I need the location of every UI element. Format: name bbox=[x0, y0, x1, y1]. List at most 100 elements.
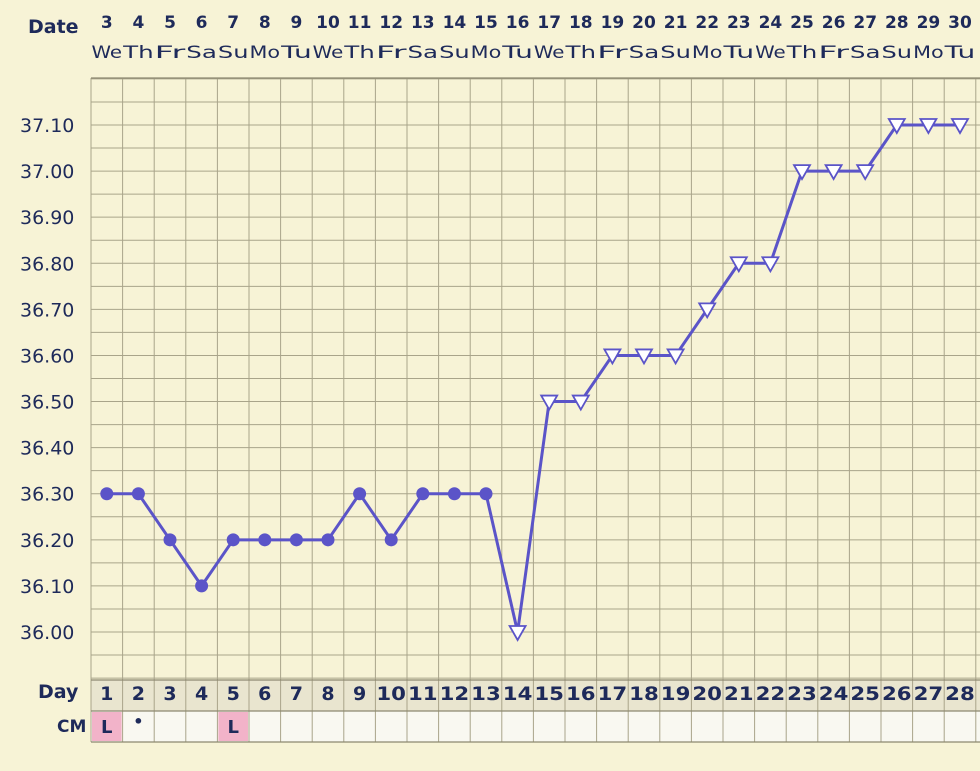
temperature-point bbox=[321, 533, 335, 547]
date-tick: 5 bbox=[164, 13, 176, 33]
temperature-point bbox=[447, 487, 461, 501]
temperature-point bbox=[602, 348, 622, 366]
date-tick: 20 bbox=[632, 13, 656, 33]
weekday-tick: Tu bbox=[722, 43, 754, 63]
date-tick: 8 bbox=[259, 13, 271, 33]
weekday-tick: Su bbox=[439, 43, 470, 63]
weekday-tick: Th bbox=[785, 43, 817, 63]
cm-highlight bbox=[92, 712, 122, 741]
date-tick: 29 bbox=[917, 13, 941, 33]
date-tick: 10 bbox=[316, 13, 340, 33]
date-header: Date 3 4 5 6 7 8 9 10 11 12 13 14 15 16 17 18 19 20 21 22 23… bbox=[28, 13, 975, 63]
cm-mark: L bbox=[101, 717, 112, 738]
y-tick-label: 36.20 bbox=[20, 530, 74, 552]
date-tick: 25 bbox=[790, 13, 814, 33]
temperature-point bbox=[100, 487, 114, 501]
grid bbox=[90, 77, 980, 743]
day-footer: Day CM 1 2 3 4 5 6 7 8 9 10 11 12 13 14 15 16 17 18 19 20 21… bbox=[38, 681, 975, 738]
day-tick: 15 bbox=[534, 683, 564, 705]
y-tick-label: 36.80 bbox=[20, 253, 74, 275]
weekday-tick: Tu bbox=[501, 43, 533, 63]
temperature-point bbox=[855, 164, 875, 181]
temperature-point bbox=[195, 579, 209, 593]
date-tick: 12 bbox=[379, 13, 403, 33]
day-tick: 10 bbox=[376, 683, 406, 705]
date-tick: 3 bbox=[101, 13, 113, 33]
date-tick: 9 bbox=[290, 13, 302, 33]
date-tick: 27 bbox=[853, 13, 877, 33]
day-tick: 25 bbox=[850, 683, 880, 705]
day-tick: 4 bbox=[195, 683, 208, 705]
day-tick: 6 bbox=[258, 683, 271, 705]
temperature-point bbox=[258, 533, 272, 547]
day-tick: 26 bbox=[882, 683, 912, 705]
date-tick: 28 bbox=[885, 13, 909, 33]
cm-label: CM bbox=[57, 717, 86, 737]
day-tick: 8 bbox=[321, 683, 334, 705]
y-tick-label: 36.40 bbox=[20, 438, 74, 460]
y-tick-label: 36.30 bbox=[20, 484, 74, 506]
temperature-point bbox=[918, 118, 938, 135]
day-tick: 17 bbox=[598, 683, 628, 705]
weekday-tick: Su bbox=[218, 43, 249, 63]
date-tick: 26 bbox=[822, 13, 846, 33]
day-tick: 20 bbox=[692, 683, 722, 705]
date-tick: 24 bbox=[759, 13, 783, 33]
y-tick-label: 36.70 bbox=[20, 299, 74, 321]
date-tick: 4 bbox=[132, 13, 144, 33]
temperature-point bbox=[289, 533, 303, 547]
date-tick: 18 bbox=[569, 13, 593, 33]
date-tick: 15 bbox=[474, 13, 498, 33]
weekday-tick: Fr bbox=[818, 43, 849, 63]
date-tick: 21 bbox=[664, 13, 688, 33]
day-tick: 5 bbox=[227, 683, 240, 705]
weekday-tick: Fr bbox=[376, 43, 407, 63]
temperature-point bbox=[226, 533, 240, 547]
day-tick: 7 bbox=[290, 683, 303, 705]
date-tick: 7 bbox=[227, 13, 239, 33]
cm-highlight bbox=[218, 712, 248, 741]
day-row bbox=[91, 680, 980, 711]
y-tick-label: 36.00 bbox=[20, 622, 74, 644]
temperature-point bbox=[353, 487, 367, 501]
weekday-tick: We bbox=[534, 43, 565, 63]
day-tick: 13 bbox=[471, 683, 501, 705]
cm-mark: L bbox=[227, 717, 238, 738]
temperature-series bbox=[100, 118, 970, 642]
day-tick: 16 bbox=[566, 683, 596, 705]
day-tick: 9 bbox=[353, 683, 366, 705]
y-tick-label: 36.90 bbox=[20, 207, 74, 229]
weekday-tick: We bbox=[755, 43, 786, 63]
day-tick: 22 bbox=[756, 683, 786, 705]
day-tick: 24 bbox=[819, 683, 849, 705]
temperature-point bbox=[416, 487, 430, 501]
weekday-tick: Mo bbox=[250, 43, 281, 63]
temperature-point bbox=[697, 302, 717, 320]
date-tick: 30 bbox=[948, 13, 972, 33]
date-tick: 16 bbox=[506, 13, 530, 33]
weekday-tick: Sa bbox=[850, 43, 881, 63]
weekday-tick: We bbox=[92, 43, 123, 63]
date-tick: 11 bbox=[348, 13, 372, 33]
weekday-tick: Mo bbox=[913, 43, 944, 63]
day-tick: 12 bbox=[440, 683, 470, 705]
date-tick: 14 bbox=[443, 13, 467, 33]
temperature-point bbox=[163, 533, 177, 547]
weekday-tick: Th bbox=[564, 43, 596, 63]
weekday-tick: We bbox=[313, 43, 344, 63]
weekday-tick: Su bbox=[660, 43, 691, 63]
weekday-tick: Sa bbox=[629, 43, 660, 63]
weekday-tick: Fr bbox=[597, 43, 628, 63]
temperature-point bbox=[792, 164, 812, 181]
temperature-point bbox=[634, 348, 654, 366]
weekday-tick: Th bbox=[343, 43, 375, 63]
y-tick-label: 36.10 bbox=[20, 576, 74, 598]
day-tick: 1 bbox=[100, 683, 113, 705]
y-tick-label: 36.60 bbox=[20, 345, 74, 367]
date-tick: 22 bbox=[695, 13, 719, 33]
temperature-point bbox=[950, 118, 970, 135]
y-axis: 37.10 37.00 36.90 36.80 36.70 36.60 36.50 36.40… bbox=[20, 115, 74, 644]
day-label: Day bbox=[38, 681, 79, 703]
date-tick: 23 bbox=[727, 13, 751, 33]
